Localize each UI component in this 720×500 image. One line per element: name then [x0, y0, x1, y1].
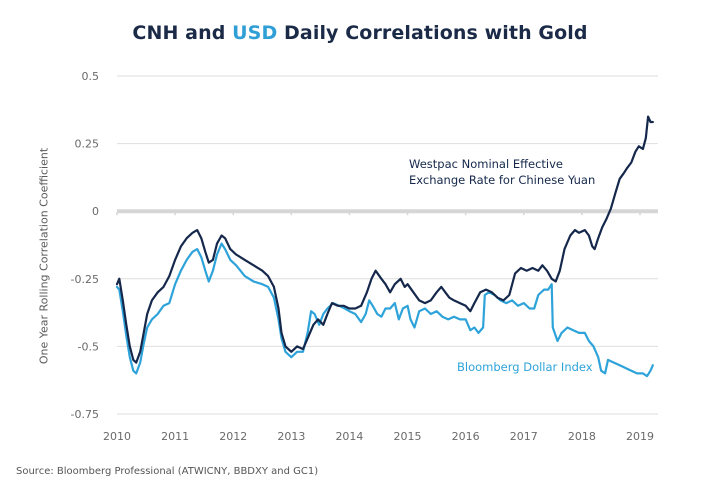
y-tick-label: -0.25 [71, 273, 99, 286]
x-tick-label: 2016 [452, 430, 480, 443]
y-tick-label: 0.5 [82, 70, 100, 83]
y-tick-label: -0.5 [78, 340, 99, 353]
annotation-westpac-cny: Westpac Nominal Effective [409, 157, 563, 171]
series-line-westpac-cny [115, 115, 654, 364]
y-tick-label: -0.75 [71, 408, 99, 421]
annotation-bloomberg-dollar-index: Bloomberg Dollar Index [457, 360, 593, 374]
x-tick-label: 2018 [568, 430, 596, 443]
x-tick-label: 2014 [335, 430, 363, 443]
title-accent-usd: USD [232, 22, 278, 44]
x-tick-label: 2015 [394, 430, 422, 443]
gridlines [117, 75, 658, 415]
x-tick-label: 2013 [277, 430, 305, 443]
title-part-1: CNH and [132, 22, 233, 44]
x-tick-label: 2010 [103, 430, 131, 443]
x-tick-label: 2017 [510, 430, 538, 443]
x-tick-label: 2011 [161, 430, 189, 443]
series-lines [115, 115, 654, 378]
annotation-westpac-cny: Exchange Rate for Chinese Yuan [409, 173, 595, 187]
y-tick-label: 0 [92, 205, 99, 218]
source-note: Source: Bloomberg Professional (ATWICNY,… [16, 466, 319, 477]
title-part-2: Daily Correlations with Gold [277, 22, 588, 44]
x-tick-label: 2012 [219, 430, 247, 443]
y-tick-label: 0.25 [75, 138, 100, 151]
series-line-bloomberg-dollar-index [115, 242, 654, 378]
y-tick-labels: 0.5 0.25 0 -0.25 -0.5 -0.75 [71, 70, 99, 421]
x-tick-label: 2019 [626, 430, 654, 443]
series-annotations: Westpac Nominal Effective Exchange Rate f… [409, 157, 595, 374]
zero-line [116, 209, 658, 216]
chart-title: CNH and USD Daily Correlations with Gold [0, 22, 720, 44]
x-tick-labels: 2010 2011 2012 2013 2014 2015 2016 2017 2018 2019 [103, 430, 654, 443]
